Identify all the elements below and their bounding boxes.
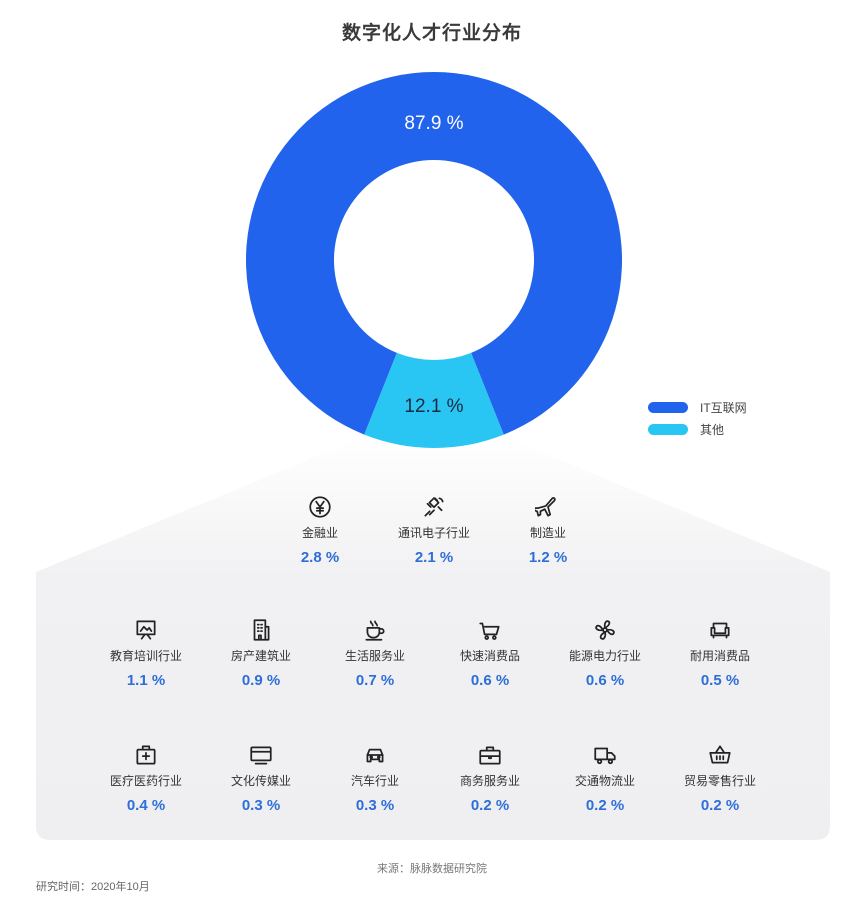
breakdown-value: 1.1 % (126, 672, 166, 689)
breakdown-label: 贸易零售行业 (683, 774, 756, 788)
breakdown-label: 快速消费品 (459, 649, 520, 663)
breakdown-label: 生活服务业 (344, 649, 405, 663)
slice-it-internet (246, 71, 622, 435)
breakdown-item: 交通物流业 0.2 % (540, 742, 670, 814)
source-note: 来源：脉脉数据研究院 (377, 863, 487, 875)
briefcase-icon (479, 746, 501, 765)
breakdown-value: 0.9 % (241, 672, 281, 689)
breakdown-item: 制造业 1.2 % (483, 494, 613, 566)
breakdown-item: 商务服务业 0.2 % (425, 742, 555, 814)
sofa-icon (710, 622, 730, 639)
yen-coin-icon (309, 496, 331, 518)
chart-title: 数字化人才行业分布 (341, 23, 522, 44)
airplane-icon (535, 497, 556, 517)
slice-it-internet-label: 87.9 % (404, 113, 463, 134)
breakdown-label: 通讯电子行业 (397, 526, 470, 540)
breakdown-panel (36, 436, 830, 840)
breakdown-item: 教育培训行业 1.1 % (81, 617, 211, 689)
legend-swatch-it (648, 401, 688, 413)
slice-other-label: 12.1 % (404, 396, 463, 417)
breakdown-item: 贸易零售行业 0.2 % (655, 742, 785, 814)
breakdown-value: 0.2 % (470, 797, 510, 814)
legend-item-other: 其他 (648, 418, 747, 440)
car-icon (366, 748, 384, 763)
breakdown-label: 汽车行业 (350, 774, 399, 788)
breakdown-value: 0.3 % (241, 797, 281, 814)
breakdown-label: 房产建筑业 (230, 649, 291, 663)
breakdown-value: 0.4 % (126, 797, 166, 814)
breakdown-item: 汽车行业 0.3 % (310, 742, 440, 814)
breakdown-value: 0.2 % (585, 797, 625, 814)
breakdown-label: 商务服务业 (459, 774, 520, 788)
fan-icon (595, 620, 615, 640)
breakdown-label: 医疗医药行业 (109, 774, 182, 788)
legend: IT互联网 其他 (648, 396, 747, 440)
breakdown-value: 0.3 % (355, 797, 395, 814)
breakdown-item: 金融业 2.8 % (255, 494, 385, 566)
building-icon (253, 619, 270, 641)
breakdown-label: 金融业 (301, 526, 338, 540)
satellite-icon (424, 497, 444, 517)
slice-other (364, 352, 504, 448)
breakdown-value: 0.6 % (585, 672, 625, 689)
medical-kit-icon (136, 745, 156, 765)
breakdown-label: 耐用消费品 (689, 649, 750, 663)
easel-icon (136, 620, 156, 640)
research-time: 研究时间：2020年10月 (36, 881, 150, 893)
cart-basket-icon (709, 745, 731, 764)
breakdown-value: 0.7 % (355, 672, 395, 689)
truck-icon (594, 747, 616, 765)
breakdown-item: 通讯电子行业 2.1 % (369, 494, 499, 566)
legend-item-it: IT互联网 (648, 396, 747, 418)
breakdown-item: 能源电力行业 0.6 % (540, 617, 670, 689)
legend-label-it: IT互联网 (700, 400, 747, 415)
breakdown-item: 房产建筑业 0.9 % (196, 617, 326, 689)
breakdown-item: 耐用消费品 0.5 % (655, 617, 785, 689)
breakdown-label: 能源电力行业 (568, 649, 641, 663)
breakdown-label: 教育培训行业 (109, 649, 182, 663)
breakdown-item: 医疗医药行业 0.4 % (81, 742, 211, 814)
breakdown-value: 0.2 % (700, 797, 740, 814)
shopping-basket-icon (479, 622, 500, 640)
breakdown-item: 生活服务业 0.7 % (310, 617, 440, 689)
breakdown-label: 制造业 (529, 526, 566, 540)
monitor-icon (250, 746, 272, 765)
breakdown-item: 快速消费品 0.6 % (425, 617, 555, 689)
breakdown-value: 2.8 % (300, 549, 340, 566)
breakdown-item: 文化传媒业 0.3 % (196, 742, 326, 814)
breakdown-value: 0.6 % (470, 672, 510, 689)
pie-chart: 87.9 % 12.1 % (36, 71, 830, 840)
breakdown-value: 0.5 % (700, 672, 740, 689)
legend-label-other: 其他 (700, 422, 725, 437)
breakdown-label: 文化传媒业 (230, 774, 291, 788)
coffee-cup-icon (365, 620, 385, 641)
breakdown-label: 交通物流业 (574, 774, 635, 788)
breakdown-value: 1.2 % (528, 549, 568, 566)
legend-swatch-other (648, 423, 688, 435)
breakdown-value: 2.1 % (414, 549, 454, 566)
